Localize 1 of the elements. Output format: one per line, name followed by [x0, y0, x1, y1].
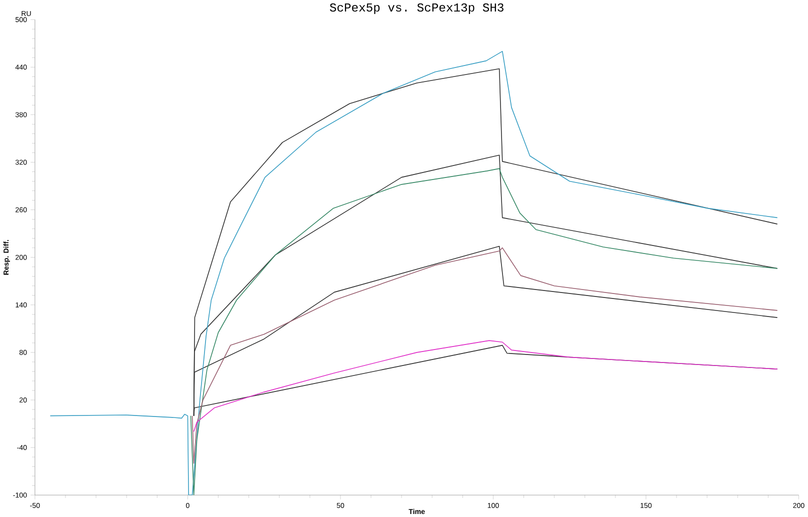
chart-title: ScPex5p vs. ScPex13p SH3: [330, 3, 504, 14]
